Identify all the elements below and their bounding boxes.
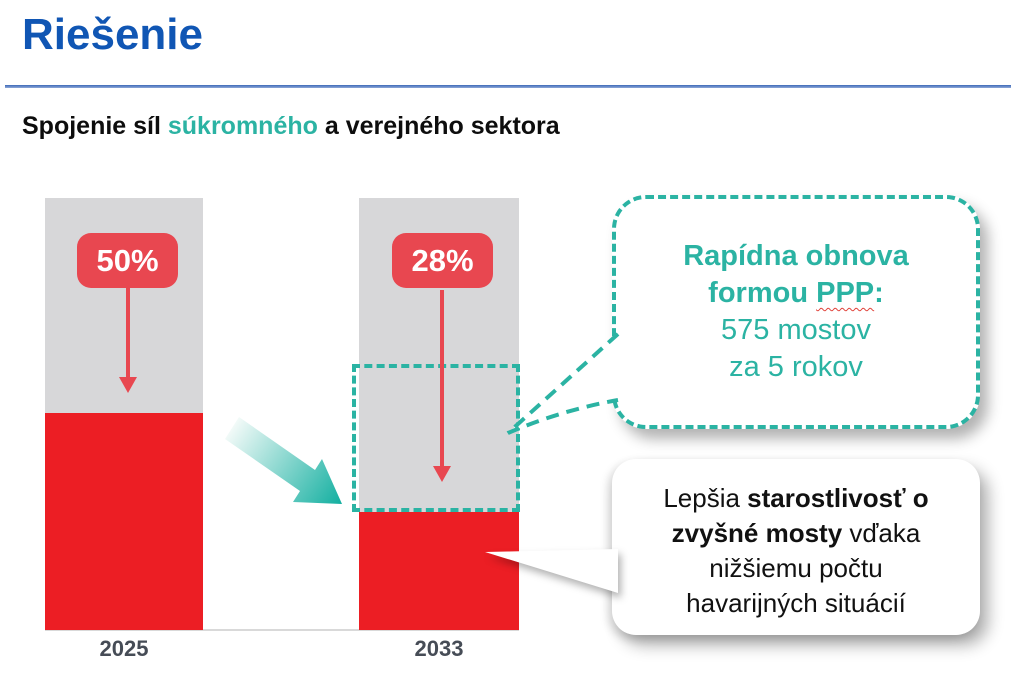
title-divider <box>5 85 1011 88</box>
year-label-2033: 2033 <box>414 636 464 661</box>
subtitle-part1: Spojenie síl <box>22 112 168 140</box>
callout-care-line1: Lepšia starostlivosť o <box>612 481 980 516</box>
badge-50pct-label: 50% <box>96 242 159 278</box>
down-arrow-28-line <box>440 290 444 468</box>
callout-ppp-bubble: Rapídna obnova formou PPP: 575 mostov za… <box>612 195 980 429</box>
callout-ppp-line1: Rapídna obnova <box>683 240 909 272</box>
callout-ppp-tail <box>506 332 620 435</box>
callout-care-line4: havarijných situácií <box>686 588 906 618</box>
callout-ppp-line4: za 5 rokov <box>729 351 863 383</box>
subtitle-part2: a verejného sektora <box>317 112 560 140</box>
page-title: Riešenie <box>22 10 203 59</box>
chart-baseline <box>45 629 519 631</box>
callout-ppp-line2-ppp: PPP <box>816 277 875 309</box>
callout-care-line2: zvyšné mosty vďaka <box>612 516 980 551</box>
trend-arrow-icon <box>225 417 342 504</box>
bar-2033-red-segment <box>359 512 519 630</box>
callout-ppp-line3: 575 mostov <box>721 314 871 346</box>
subtitle: Spojenie síl súkromného a verejného sekt… <box>22 112 560 141</box>
callout-care-line1-bold: starostlivosť o <box>747 483 929 513</box>
callout-care-line2-regular: vďaka <box>842 518 921 548</box>
badge-28pct-label: 28% <box>411 242 474 278</box>
badge-50pct: 50% <box>77 233 178 288</box>
callout-care-line3: nižšiemu počtu <box>709 553 883 583</box>
callout-ppp-line2-colon: : <box>874 277 884 309</box>
callout-care-tail <box>485 549 618 593</box>
down-arrow-50-line <box>126 286 130 379</box>
callout-ppp-line2-pre: formou <box>708 277 817 309</box>
callout-care-line2-bold: zvyšné mosty <box>671 518 843 548</box>
year-label-2025: 2025 <box>99 636 149 661</box>
down-arrow-28-head <box>433 466 451 482</box>
bar-2025-red-segment <box>45 413 203 630</box>
subtitle-highlight: súkromného <box>167 112 318 140</box>
callout-care-bubble: Lepšia starostlivosť o zvyšné mosty vďak… <box>612 459 980 635</box>
callout-ppp-line2: formou PPP: <box>616 275 976 312</box>
down-arrow-50-head <box>119 377 137 393</box>
callout-care-line1-regular: Lepšia <box>663 483 748 513</box>
badge-28pct: 28% <box>392 233 493 288</box>
ppp-highlight-rect <box>352 364 520 512</box>
